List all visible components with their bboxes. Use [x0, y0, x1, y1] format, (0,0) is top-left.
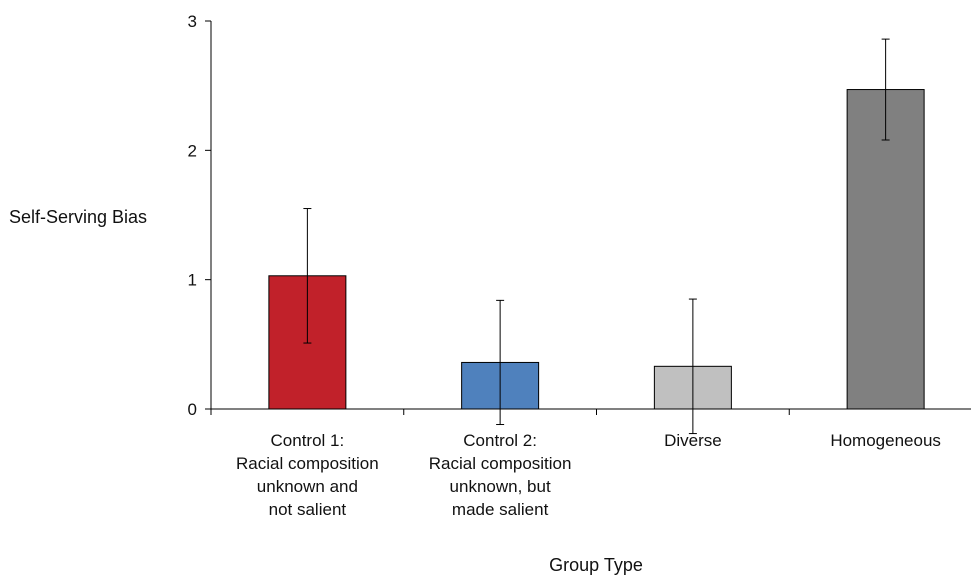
x-category-label-line: Homogeneous: [830, 431, 941, 450]
x-category-label: Diverse: [664, 431, 722, 450]
category-labels: Control 1: Racial composition unknown and n…: [236, 431, 941, 519]
y-axis: 0 1 2 3: [188, 12, 212, 419]
x-category-label-line: unknown, but: [450, 477, 551, 496]
x-category-label-line: Diverse: [664, 431, 722, 450]
x-category-label-line: Control 2:: [463, 431, 537, 450]
x-category-label-line: Racial composition: [236, 454, 379, 473]
y-tick-label: 2: [188, 141, 197, 160]
bar: [846, 89, 925, 410]
x-category-label-line: Racial composition: [429, 454, 572, 473]
x-category-label: Control 1: Racial composition unknown and n…: [236, 431, 379, 519]
y-tick-label: 0: [188, 400, 197, 419]
x-category-label-line: unknown and: [257, 477, 358, 496]
y-axis-title: Self-Serving Bias: [9, 207, 147, 227]
x-axis: [210, 408, 971, 415]
y-tick-label: 1: [188, 271, 197, 290]
x-category-label-line: not salient: [269, 500, 347, 519]
x-category-label-line: Control 1:: [271, 431, 345, 450]
bars: [268, 38, 925, 435]
y-tick-label: 3: [188, 12, 197, 31]
x-category-label: Homogeneous: [830, 431, 941, 450]
x-axis-title: Group Type: [549, 555, 643, 575]
x-category-label-line: made salient: [452, 500, 549, 519]
x-category-label: Control 2: Racial composition unknown, but…: [429, 431, 572, 519]
